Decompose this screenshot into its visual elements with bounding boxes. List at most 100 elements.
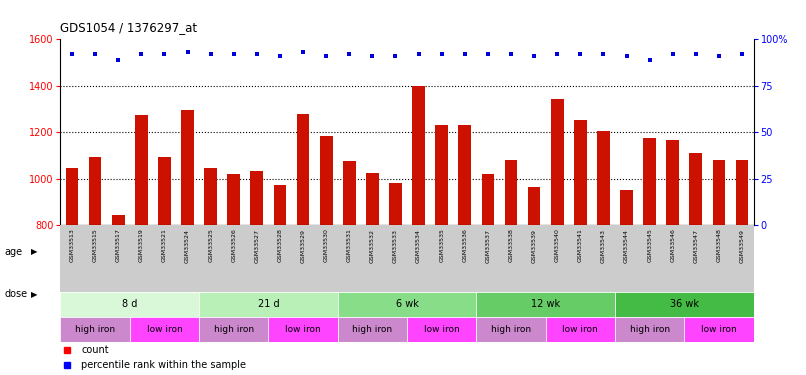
Text: GDS1054 / 1376297_at: GDS1054 / 1376297_at [60, 21, 197, 34]
Text: GSM33521: GSM33521 [162, 228, 167, 262]
Text: 8 d: 8 d [122, 299, 138, 309]
Text: GSM33537: GSM33537 [485, 228, 490, 262]
Text: age: age [4, 247, 22, 257]
Bar [505, 160, 517, 225]
Text: GSM33528: GSM33528 [277, 228, 282, 262]
Text: high iron: high iron [75, 325, 115, 334]
Bar [459, 125, 472, 225]
Point [713, 53, 725, 59]
Text: GSM33531: GSM33531 [347, 228, 351, 262]
Text: GSM33546: GSM33546 [671, 228, 675, 262]
Bar [60, 292, 199, 317]
Text: 21 d: 21 d [258, 299, 279, 309]
Bar [273, 184, 286, 225]
Bar [251, 171, 264, 225]
Text: 6 wk: 6 wk [396, 299, 418, 309]
Point [459, 51, 472, 57]
Bar [736, 160, 749, 225]
Text: GSM33539: GSM33539 [532, 228, 537, 262]
Bar [620, 190, 633, 225]
Point [435, 51, 448, 57]
Text: GSM33543: GSM33543 [601, 228, 606, 262]
Point [689, 51, 702, 57]
Point [89, 51, 102, 57]
Bar [65, 168, 78, 225]
Text: low iron: low iron [563, 325, 598, 334]
Point [620, 53, 633, 59]
Bar [199, 317, 268, 342]
Point [227, 51, 240, 57]
Bar [60, 317, 130, 342]
Point [389, 53, 402, 59]
Bar [476, 317, 546, 342]
Point [273, 53, 286, 59]
Text: low iron: low iron [147, 325, 182, 334]
Bar [343, 161, 355, 225]
Text: GSM33544: GSM33544 [624, 228, 629, 262]
Point [505, 51, 517, 57]
Point [412, 51, 425, 57]
Text: GSM33526: GSM33526 [231, 228, 236, 262]
Point [65, 51, 78, 57]
Text: GSM33533: GSM33533 [393, 228, 398, 262]
Bar [320, 136, 333, 225]
Point [597, 51, 610, 57]
Text: 36 wk: 36 wk [670, 299, 699, 309]
Bar [407, 317, 476, 342]
Text: low iron: low iron [285, 325, 321, 334]
Bar [528, 187, 541, 225]
Point [181, 50, 194, 55]
Point [643, 57, 656, 63]
Text: percentile rank within the sample: percentile rank within the sample [81, 360, 247, 370]
Bar [481, 174, 494, 225]
Bar [227, 174, 240, 225]
Text: ▶: ▶ [31, 248, 37, 256]
Bar [689, 153, 702, 225]
Bar [597, 131, 610, 225]
Bar [550, 99, 563, 225]
Bar [181, 110, 194, 225]
Text: GSM33536: GSM33536 [463, 228, 467, 262]
Text: GSM33547: GSM33547 [693, 228, 698, 262]
Text: GSM33513: GSM33513 [69, 228, 74, 262]
Bar [643, 138, 656, 225]
Point [135, 51, 147, 57]
Bar [667, 140, 679, 225]
Text: dose: dose [4, 290, 27, 299]
Text: GSM33541: GSM33541 [578, 228, 583, 262]
Point [251, 51, 264, 57]
Bar [135, 115, 147, 225]
Bar [615, 292, 754, 317]
Text: GSM33525: GSM33525 [208, 228, 213, 262]
Point [343, 51, 355, 57]
Text: GSM33535: GSM33535 [439, 228, 444, 262]
Bar [130, 317, 199, 342]
Bar [297, 114, 310, 225]
Text: high iron: high iron [352, 325, 393, 334]
Text: high iron: high iron [629, 325, 670, 334]
Text: low iron: low iron [424, 325, 459, 334]
Bar [615, 317, 684, 342]
Text: GSM33532: GSM33532 [370, 228, 375, 262]
Bar [204, 168, 217, 225]
Point [112, 57, 125, 63]
Point [366, 53, 379, 59]
Text: GSM33540: GSM33540 [555, 228, 559, 262]
Text: GSM33545: GSM33545 [647, 228, 652, 262]
Point [204, 51, 217, 57]
Point [481, 51, 494, 57]
Bar [158, 157, 171, 225]
Text: 12 wk: 12 wk [531, 299, 560, 309]
Text: GSM33519: GSM33519 [139, 228, 143, 262]
Text: GSM33529: GSM33529 [301, 228, 305, 262]
Bar [574, 120, 587, 225]
Text: high iron: high iron [491, 325, 531, 334]
Text: GSM33538: GSM33538 [509, 228, 513, 262]
Bar [412, 86, 425, 225]
Text: ▶: ▶ [31, 290, 37, 299]
Bar [199, 292, 338, 317]
Text: GSM33548: GSM33548 [717, 228, 721, 262]
Text: GSM33534: GSM33534 [416, 228, 421, 262]
Bar [338, 317, 407, 342]
Point [320, 53, 333, 59]
